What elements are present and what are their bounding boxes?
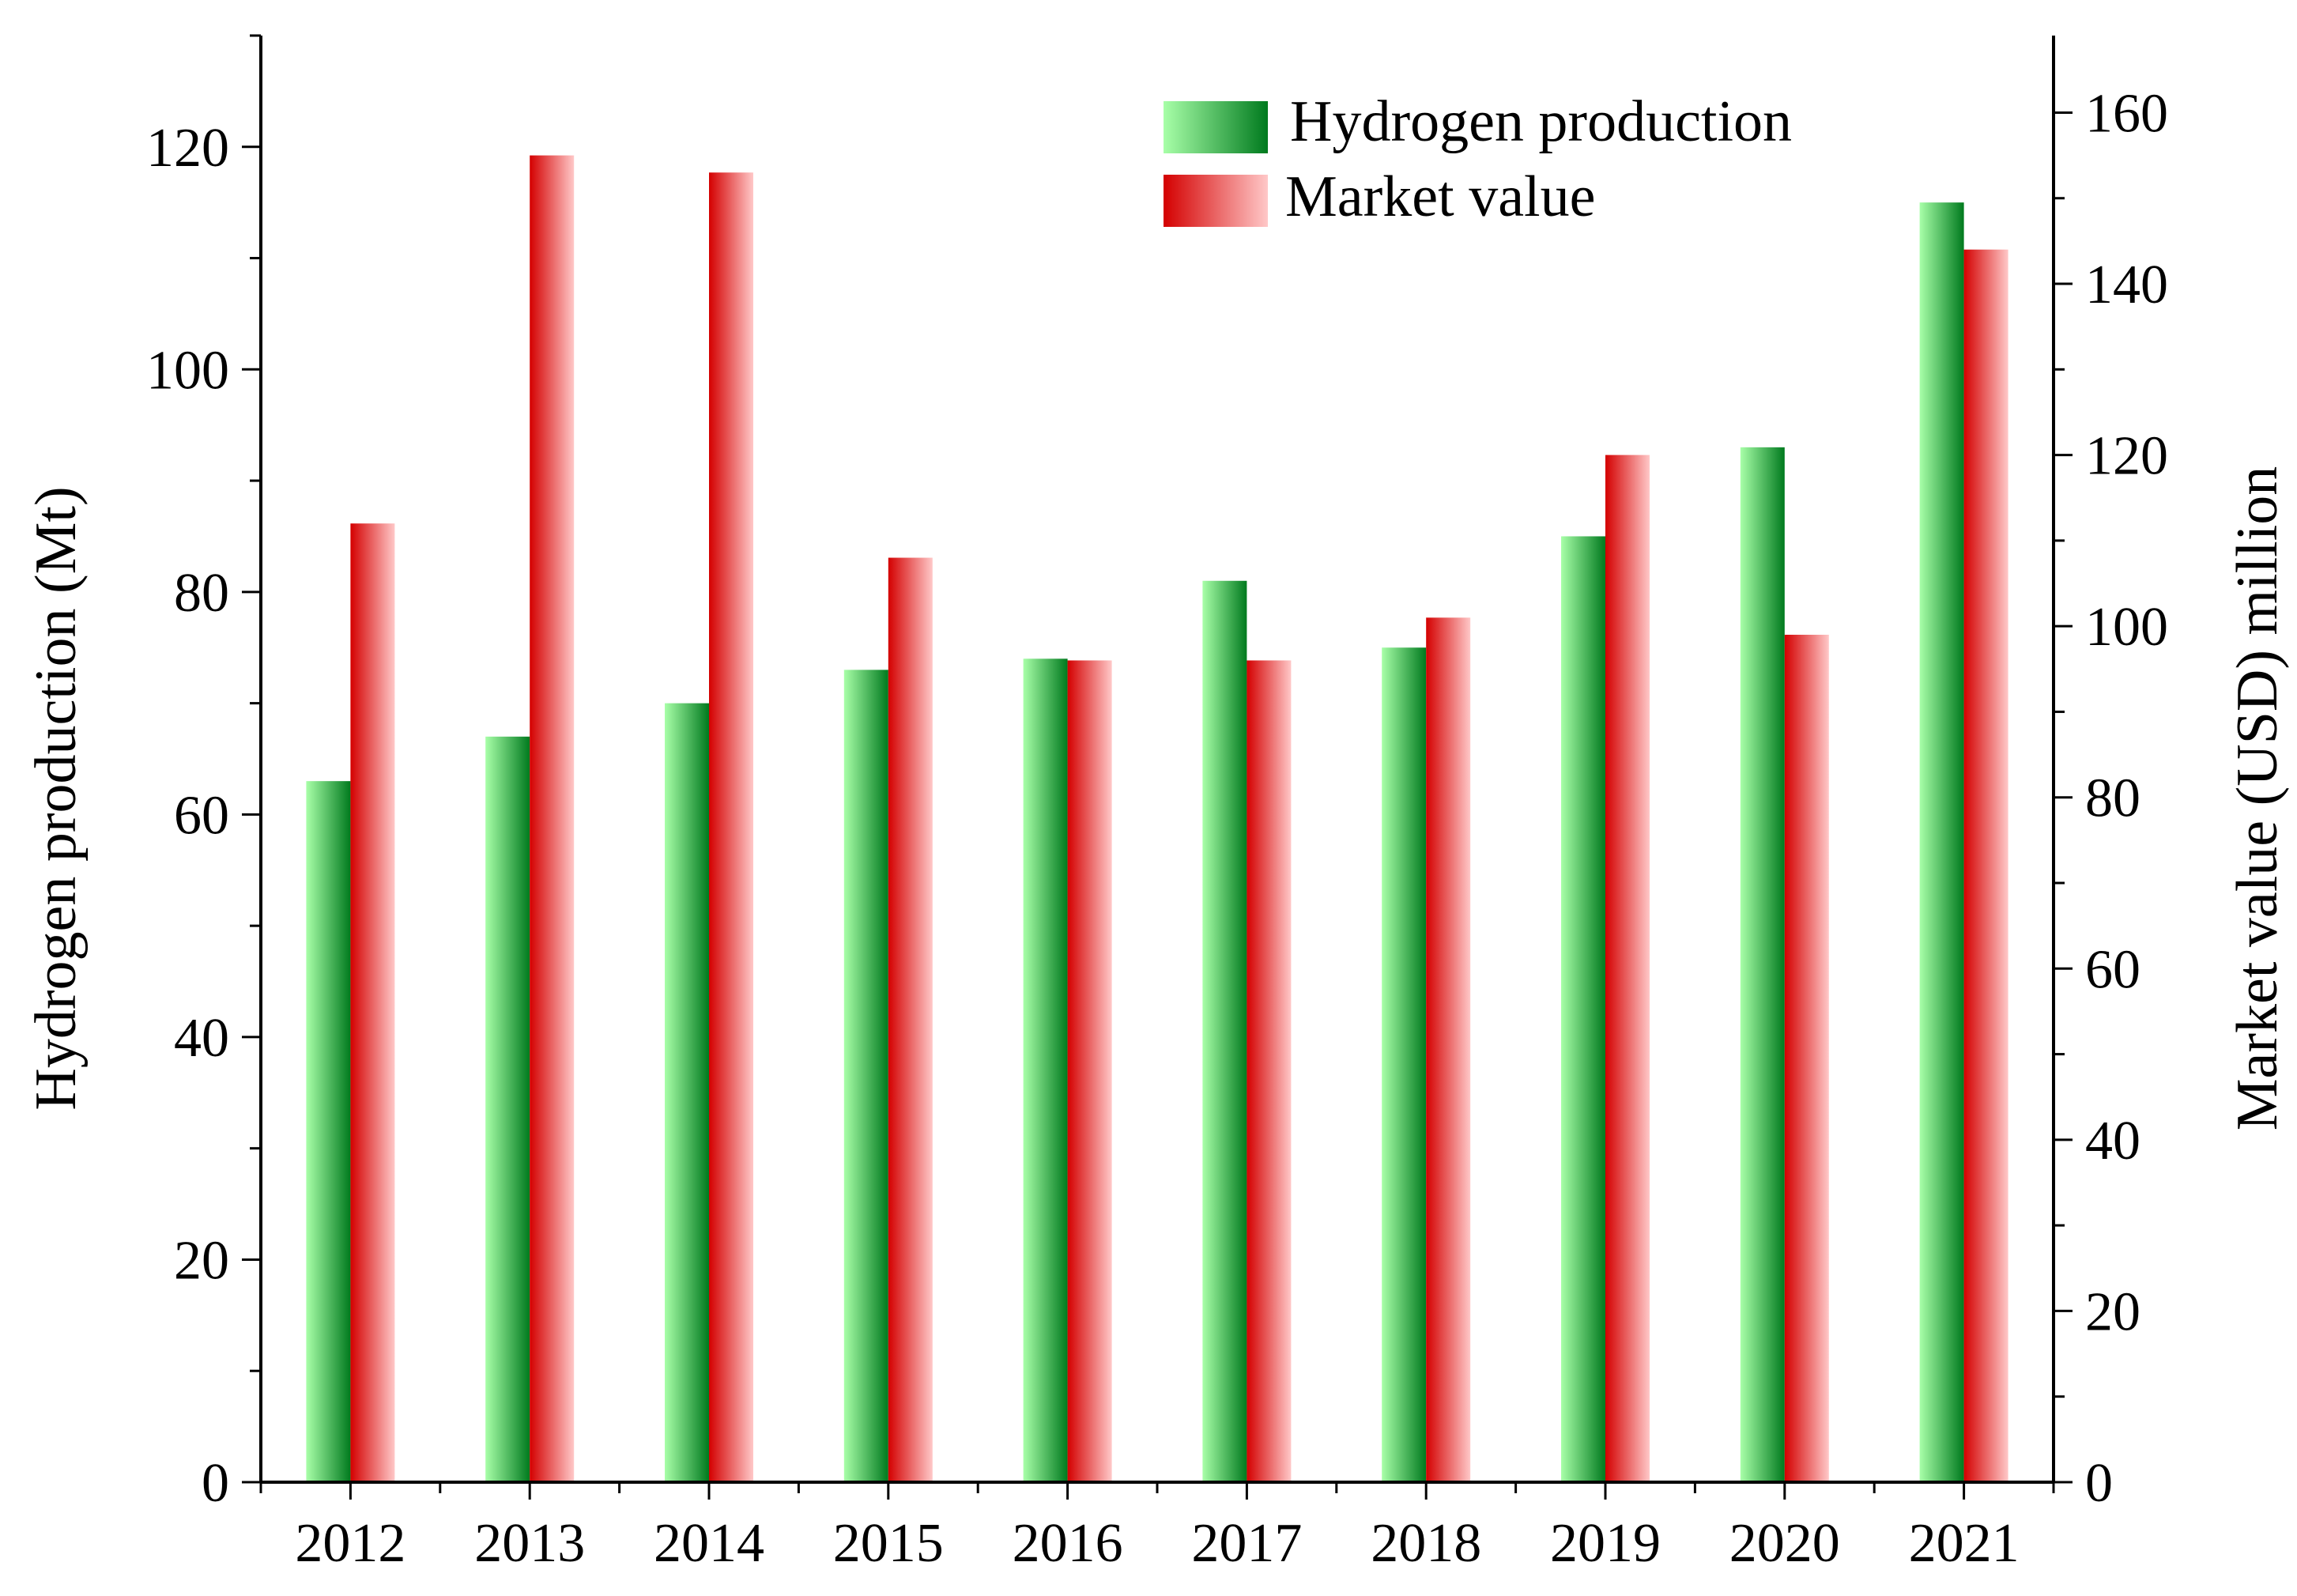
right-tick-label-100: 100	[2085, 597, 2168, 658]
bar-hydrogen-2017	[1202, 580, 1247, 1482]
right-tick-label-80: 80	[2085, 768, 2140, 829]
legend-label-market: Market value	[1285, 164, 1595, 229]
x-tick-label-2019: 2019	[1550, 1513, 1661, 1574]
bar-hydrogen-2016	[1023, 658, 1068, 1483]
right-tick-label-0: 0	[2085, 1453, 2113, 1514]
left-tick-label-40: 40	[174, 1008, 229, 1069]
right-axis-title: Market value (USD) million	[2225, 466, 2290, 1131]
left-tick-label-20: 20	[174, 1230, 229, 1291]
left-tick-label-80: 80	[174, 563, 229, 624]
legend: Hydrogen production Market value	[1164, 89, 1792, 229]
x-tick-label-2018: 2018	[1371, 1513, 1481, 1574]
bar-market-2013	[530, 155, 575, 1482]
x-tick-label-2013: 2013	[474, 1513, 585, 1574]
left-tick-label-100: 100	[146, 340, 229, 401]
x-tick-label-2016: 2016	[1013, 1513, 1123, 1574]
right-tick-label-60: 60	[2085, 939, 2140, 1000]
bar-hydrogen-2015	[843, 670, 888, 1482]
bar-hydrogen-2021	[1919, 202, 1964, 1483]
right-tick-label-160: 160	[2085, 83, 2168, 144]
bar-hydrogen-2012	[306, 781, 351, 1482]
x-tick-label-2020: 2020	[1729, 1513, 1840, 1574]
x-tick-label-2014: 2014	[654, 1513, 764, 1574]
bar-market-2016	[1067, 660, 1112, 1482]
left-tick-label-60: 60	[174, 785, 229, 846]
bar-hydrogen-2020	[1740, 447, 1785, 1482]
left-axis-title: Hydrogen production (Mt)	[24, 486, 89, 1110]
ticks-group: 2012 2013 2014 2015 2016 2017 2018 2019 2020 2021…	[146, 34, 2168, 1574]
x-tick-label-2015: 2015	[833, 1513, 944, 1574]
bar-market-2021	[1963, 249, 2008, 1482]
x-tick-label-2021: 2021	[1909, 1513, 2020, 1574]
bar-hydrogen-2018	[1382, 647, 1427, 1483]
bar-market-2018	[1426, 617, 1471, 1483]
legend-swatch-market	[1164, 175, 1268, 227]
bar-market-2012	[350, 523, 395, 1482]
right-tick-label-120: 120	[2085, 426, 2168, 487]
right-tick-label-140: 140	[2085, 255, 2168, 315]
right-tick-label-40: 40	[2085, 1111, 2140, 1172]
x-tick-label-2017: 2017	[1191, 1513, 1302, 1574]
legend-label-hydrogen: Hydrogen production	[1290, 89, 1792, 154]
bar-hydrogen-2013	[485, 736, 530, 1482]
bar-market-2020	[1784, 634, 1829, 1482]
bar-hydrogen-2014	[665, 703, 709, 1482]
legend-swatch-hydrogen	[1164, 101, 1268, 153]
x-tick-label-2012: 2012	[295, 1513, 405, 1574]
bar-market-2015	[888, 557, 933, 1483]
bar-hydrogen-2019	[1561, 536, 1605, 1482]
bar-market-2014	[709, 172, 753, 1483]
bar-market-2017	[1247, 660, 1292, 1482]
right-tick-label-20: 20	[2085, 1281, 2140, 1342]
left-tick-label-0: 0	[202, 1453, 229, 1514]
bars-group	[306, 155, 2008, 1483]
left-tick-label-120: 120	[146, 118, 229, 179]
bar-market-2019	[1605, 455, 1650, 1482]
